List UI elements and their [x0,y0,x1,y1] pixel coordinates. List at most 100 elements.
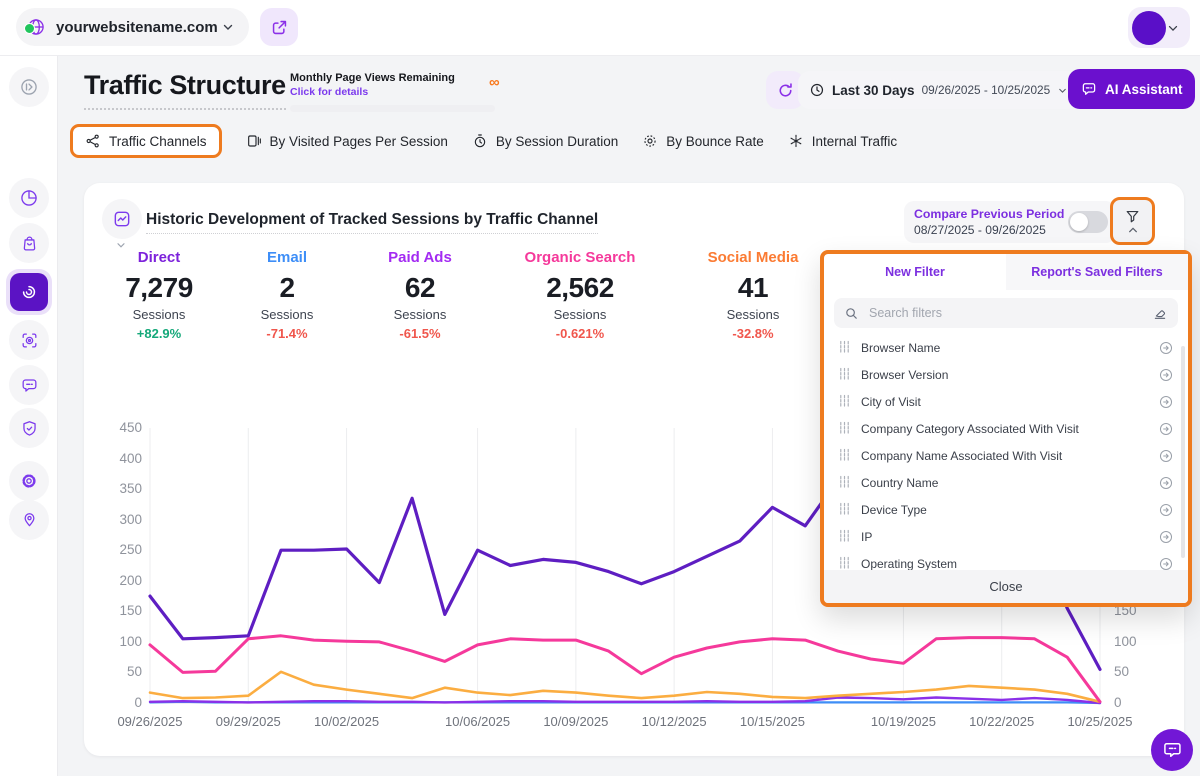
funnel-icon [1126,210,1139,223]
target-icon [644,135,656,147]
support-chat-button[interactable] [1151,729,1193,771]
stat-organic-search[interactable]: Organic Search 2,562 Sessions -0.621% [505,249,655,341]
clock-icon [810,83,824,97]
filter-button[interactable] [1110,197,1155,245]
chevron-down-icon [223,24,233,31]
stat-direct[interactable]: Direct 7,279 Sessions +82.9% [84,249,234,341]
shield-check-icon [22,420,36,436]
website-name: yourwebsitename.com [56,18,218,36]
date-range-selector[interactable]: Last 30 Days 09/26/2025 - 10/25/2025 [798,71,1080,109]
line-chart-icon [114,211,130,227]
sidebar-item-collapse[interactable] [9,67,49,107]
asterisk-icon [790,134,802,148]
sidebar-item-settings[interactable] [9,461,49,501]
highlight-box: Traffic Channels [70,124,222,158]
x-axis-label: 10/15/2025 [739,714,805,729]
arrow-circle-icon[interactable] [1158,475,1174,491]
stat-unit: Sessions [260,307,314,322]
panel-scrollbar[interactable] [1181,346,1185,558]
filter-item[interactable]: Company Name Associated With Visit [824,442,1188,469]
arrow-circle-icon[interactable] [1158,340,1174,356]
scan-target-icon [22,333,36,347]
tab-visited-pages[interactable]: By Visited Pages Per Session [246,133,448,149]
filter-search-input[interactable] [867,305,1144,321]
filter-item[interactable]: Browser Version [824,361,1188,388]
website-selector[interactable]: yourwebsitename.com [16,8,249,46]
sliders-icon [840,367,849,382]
sidebar-item-traffic-active[interactable] [6,269,52,315]
stat-unit: Sessions [393,307,447,322]
sidebar-item-messages[interactable] [9,365,49,405]
filter-item[interactable]: City of Visit [824,388,1188,415]
stat-label: Social Media [707,249,799,266]
arrow-circle-icon[interactable] [1158,502,1174,518]
tab-bounce-rate[interactable]: By Bounce Rate [642,133,764,149]
x-axis-label: 10/02/2025 [314,714,380,729]
arrow-circle-icon[interactable] [1158,556,1174,572]
compare-toggle[interactable] [1068,211,1108,233]
chevron-down-icon[interactable] [115,239,127,251]
x-axis-label: 10/25/2025 [1067,714,1133,729]
tab-session-duration[interactable]: By Session Duration [472,133,618,149]
stat-label: Organic Search [524,249,636,266]
stat-email[interactable]: Email 2 Sessions -71.4% [212,249,362,341]
x-axis-label: 10/09/2025 [543,714,609,729]
stat-label: Email [266,249,308,266]
y-axis-label-left: 150 [119,603,142,619]
y-axis-label-left: 0 [134,695,142,710]
sliders-icon [840,421,849,436]
sidebar-item-tracking[interactable] [9,320,49,360]
stat-unit: Sessions [132,307,186,322]
chart-type-button[interactable] [102,199,142,239]
tab-internal-traffic[interactable]: Internal Traffic [788,133,897,149]
infinity-icon: ∞ [489,74,500,91]
arrow-circle-icon[interactable] [1158,367,1174,383]
chevron-down-icon [1168,25,1178,31]
stat-paid-ads[interactable]: Paid Ads 62 Sessions -61.5% [345,249,495,341]
arrow-circle-icon[interactable] [1158,448,1174,464]
arrow-circle-icon[interactable] [1158,421,1174,437]
quota-block: Monthly Page Views Remaining Click for d… [290,72,505,112]
filter-item[interactable]: Device Type [824,496,1188,523]
filter-search[interactable] [834,298,1178,328]
filter-item[interactable]: Operating System [824,550,1188,577]
sidebar-item-dashboard[interactable] [9,178,49,218]
close-button[interactable]: Close [824,570,1188,603]
refresh-button[interactable] [766,71,804,109]
stat-social-media[interactable]: Social Media 41 Sessions -32.8% [678,249,828,341]
user-menu[interactable] [1128,7,1190,48]
eraser-icon[interactable] [1152,305,1168,321]
shopping-bag-icon [23,236,35,250]
filter-item[interactable]: IP [824,523,1188,550]
filter-item[interactable]: Browser Name [824,334,1188,361]
x-axis-label: 10/19/2025 [870,714,936,729]
y-axis-label-left: 400 [119,450,142,466]
filter-item-label: Browser Version [861,367,949,382]
open-website-button[interactable] [260,8,298,46]
search-icon [846,307,857,319]
y-axis-label-right: 100 [1114,633,1137,649]
filter-item[interactable]: Company Category Associated With Visit [824,415,1188,442]
quota-details-link[interactable]: Click for details [290,86,369,98]
tab-saved-filters[interactable]: Report's Saved Filters [1006,254,1188,290]
arrow-circle-icon[interactable] [1158,394,1174,410]
sidebar-item-security[interactable] [9,408,49,448]
x-axis-label: 09/29/2025 [215,714,281,729]
filter-item-label: IP [861,529,873,544]
tab-traffic-channels[interactable]: Traffic Channels [85,133,207,149]
y-axis-label-left: 350 [119,481,142,497]
filter-item-label: City of Visit [861,394,921,409]
tab-label: By Session Duration [495,133,619,149]
stat-unit: Sessions [726,307,780,322]
sidebar-item-orders[interactable] [9,223,49,263]
tab-new-filter[interactable]: New Filter [885,265,945,279]
sidebar-item-locations[interactable] [9,500,49,540]
tab-label: Traffic Channels [109,133,207,149]
filter-item[interactable]: Country Name [824,469,1188,496]
stat-value: 2 [279,272,295,303]
stat-delta: -61.5% [399,326,441,341]
arrow-circle-icon[interactable] [1158,529,1174,545]
ai-assistant-button[interactable]: AI Assistant [1068,69,1195,109]
card-title: Historic Development of Tracked Sessions… [146,211,599,234]
